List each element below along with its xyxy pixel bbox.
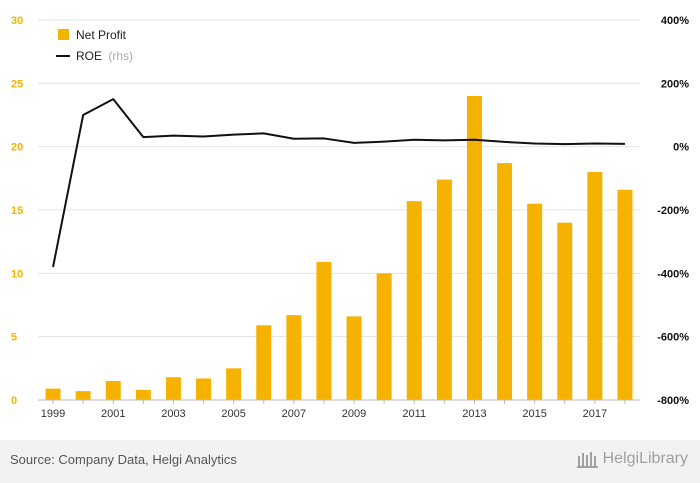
bar-2003 xyxy=(165,377,181,400)
bar-2014 xyxy=(497,163,513,400)
gridlines xyxy=(38,19,640,401)
left-tick-label: 15 xyxy=(11,205,23,217)
x-tick-label: 2017 xyxy=(583,408,607,420)
x-tick-label: 2011 xyxy=(402,408,426,420)
bar-2011 xyxy=(406,201,422,400)
right-tick-label: 200% xyxy=(661,78,689,90)
left-axis: 0 5 10 15 20 25 30 xyxy=(11,15,23,407)
bar-2018 xyxy=(617,189,633,400)
library-logo-icon xyxy=(576,452,598,468)
x-tick-label: 2007 xyxy=(282,408,306,420)
brand: HelgiLibrary xyxy=(576,450,688,468)
left-tick-label: 5 xyxy=(11,332,17,344)
legend-label-net-profit: Net Profit xyxy=(76,28,127,42)
bar-series xyxy=(45,96,633,400)
source-note: Source: Company Data, Helgi Analytics xyxy=(10,452,237,467)
right-tick-label: 400% xyxy=(661,15,689,27)
bar-2000 xyxy=(75,391,91,400)
bar-2016 xyxy=(557,222,573,400)
bar-2015 xyxy=(527,203,543,400)
bar-2008 xyxy=(316,261,332,400)
left-tick-label: 25 xyxy=(11,78,23,90)
bar-2005 xyxy=(226,368,242,400)
left-tick-label: 20 xyxy=(11,142,23,154)
x-axis: 1999 2001 2003 2005 2007 2009 2011 2013 2015 2017 xyxy=(38,399,640,420)
bar-2001 xyxy=(105,381,121,400)
right-tick-label: 0% xyxy=(673,142,689,154)
x-tick-label: 2009 xyxy=(342,408,366,420)
right-tick-label: -800% xyxy=(657,395,689,407)
bar-2017 xyxy=(587,172,603,400)
left-tick-label: 10 xyxy=(11,268,23,280)
bar-2010 xyxy=(376,273,392,400)
bar-2012 xyxy=(436,179,452,400)
x-tick-label: 2005 xyxy=(221,408,245,420)
legend-roe-suffix: (rhs) xyxy=(108,49,133,63)
line-series xyxy=(52,98,625,268)
x-tick-label: 2013 xyxy=(462,408,486,420)
roe-line xyxy=(52,98,625,268)
x-tick-label: 2001 xyxy=(101,408,125,420)
legend-label-roe: ROE (rhs) xyxy=(76,49,133,63)
brand-name: HelgiLibrary xyxy=(602,450,688,467)
bar-2002 xyxy=(135,389,151,400)
x-tick-label: 2003 xyxy=(161,408,185,420)
legend-swatch-net-profit xyxy=(58,29,69,40)
bar-2006 xyxy=(256,325,272,400)
x-tick-label: 1999 xyxy=(41,408,65,420)
footer: Source: Company Data, Helgi Analytics He… xyxy=(0,440,700,483)
bar-2007 xyxy=(286,315,302,400)
left-tick-label: 0 xyxy=(11,395,17,407)
bar-2013 xyxy=(466,96,482,400)
bar-1999 xyxy=(45,388,61,400)
right-tick-label: -400% xyxy=(657,268,689,280)
bar-2009 xyxy=(346,316,362,400)
legend-roe-name: ROE xyxy=(76,49,102,63)
legend: Net Profit ROE (rhs) xyxy=(56,28,133,63)
right-tick-label: -600% xyxy=(657,332,689,344)
bar-2004 xyxy=(196,378,212,400)
left-tick-label: 30 xyxy=(11,15,23,27)
x-tick-label: 2015 xyxy=(522,408,546,420)
right-tick-label: -200% xyxy=(657,205,689,217)
right-axis: -800% -600% -400% -200% 0% 200% 400% xyxy=(657,15,689,407)
